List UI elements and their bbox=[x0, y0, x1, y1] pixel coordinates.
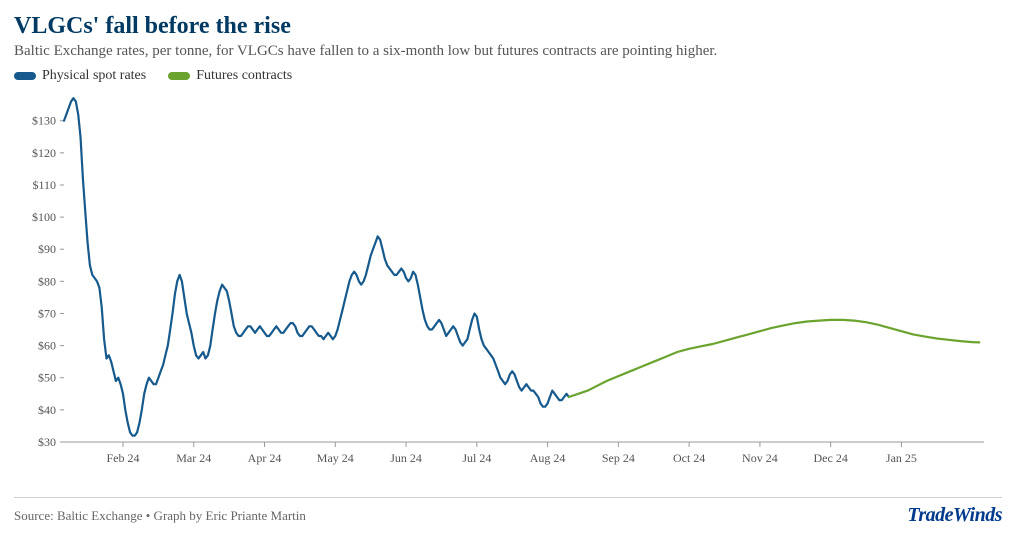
svg-text:Aug 24: Aug 24 bbox=[530, 451, 566, 465]
line-chart-svg: $30 $40 $50 $60 $70 $80 $90 $100 $110 $120 $130 Feb… bbox=[14, 90, 994, 470]
legend-item-spot: Physical spot rates bbox=[14, 68, 146, 84]
brand-logo: TradeWinds bbox=[907, 504, 1002, 527]
svg-text:Jan 25: Jan 25 bbox=[886, 451, 917, 465]
svg-text:Jun 24: Jun 24 bbox=[390, 451, 422, 465]
svg-text:Feb 24: Feb 24 bbox=[106, 451, 139, 465]
svg-text:Jul 24: Jul 24 bbox=[462, 451, 491, 465]
chart-container: VLGCs' fall before the rise Baltic Excha… bbox=[0, 0, 1020, 535]
svg-text:$110: $110 bbox=[32, 178, 56, 192]
svg-text:$60: $60 bbox=[38, 338, 56, 352]
svg-text:$120: $120 bbox=[32, 146, 56, 160]
chart-subtitle: Baltic Exchange rates, per tonne, for VL… bbox=[14, 43, 1002, 60]
legend-swatch-futures bbox=[168, 72, 190, 80]
svg-text:$130: $130 bbox=[32, 114, 56, 128]
footer: Source: Baltic Exchange • Graph by Eric … bbox=[14, 497, 1002, 527]
svg-text:Mar 24: Mar 24 bbox=[176, 451, 211, 465]
svg-text:Nov 24: Nov 24 bbox=[742, 451, 778, 465]
svg-text:May 24: May 24 bbox=[317, 451, 354, 465]
svg-text:$100: $100 bbox=[32, 210, 56, 224]
legend-label-futures: Futures contracts bbox=[196, 68, 292, 84]
legend-item-futures: Futures contracts bbox=[168, 68, 292, 84]
svg-text:$40: $40 bbox=[38, 403, 56, 417]
source-text: Source: Baltic Exchange • Graph by Eric … bbox=[14, 508, 306, 524]
svg-text:Oct 24: Oct 24 bbox=[673, 451, 705, 465]
chart-area: $30 $40 $50 $60 $70 $80 $90 $100 $110 $120 $130 Feb… bbox=[14, 90, 1002, 493]
svg-text:$90: $90 bbox=[38, 242, 56, 256]
svg-text:$50: $50 bbox=[38, 371, 56, 385]
svg-text:Dec 24: Dec 24 bbox=[814, 451, 848, 465]
legend-swatch-spot bbox=[14, 72, 36, 80]
legend-label-spot: Physical spot rates bbox=[42, 68, 146, 84]
chart-title: VLGCs' fall before the rise bbox=[14, 12, 1002, 41]
svg-text:Sep 24: Sep 24 bbox=[602, 451, 635, 465]
svg-text:Apr 24: Apr 24 bbox=[248, 451, 282, 465]
svg-text:$30: $30 bbox=[38, 435, 56, 449]
svg-text:$80: $80 bbox=[38, 274, 56, 288]
svg-text:$70: $70 bbox=[38, 306, 56, 320]
legend: Physical spot rates Futures contracts bbox=[14, 68, 1002, 84]
